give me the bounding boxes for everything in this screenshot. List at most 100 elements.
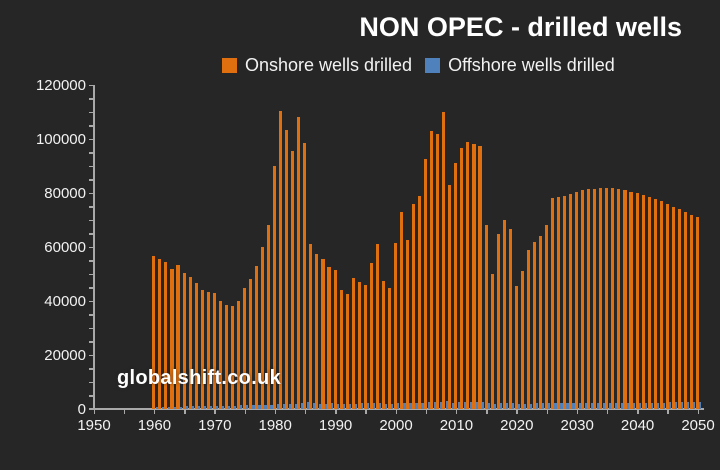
- y-axis-tick: [89, 381, 94, 383]
- bar-onshore-2037: [617, 188, 621, 409]
- bar-onshore-2050: [695, 217, 699, 409]
- bar-offshore-2037: [620, 402, 623, 409]
- bar-offshore-2028: [566, 402, 569, 409]
- bar-onshore-2003: [412, 203, 416, 409]
- bar-offshore-2009: [451, 402, 454, 409]
- bar-onshore-1983: [291, 151, 295, 409]
- bar-offshore-2041: [644, 402, 648, 409]
- bar-offshore-2032: [590, 402, 593, 409]
- bar-onshore-1990: [333, 269, 337, 409]
- bar-offshore-2022: [530, 403, 533, 409]
- bar-onshore-1989: [327, 267, 331, 409]
- bar-offshore-2026: [554, 403, 557, 409]
- y-axis-tick: [89, 408, 94, 410]
- bar-onshore-1962: [164, 261, 168, 409]
- bar-onshore-1970: [212, 292, 216, 409]
- bar-offshore-2021: [524, 403, 527, 409]
- bar-offshore-2017: [499, 403, 503, 409]
- bar-onshore-2007: [436, 133, 440, 409]
- x-axis-tick: [123, 409, 126, 414]
- x-axis-tick: [304, 409, 307, 414]
- y-axis-tick: [89, 138, 94, 140]
- bar-onshore-2000: [393, 242, 397, 409]
- bar-onshore-1969: [206, 291, 210, 409]
- bar-onshore-2014: [478, 145, 482, 409]
- bar-offshore-2043: [657, 402, 660, 409]
- bar-onshore-2031: [581, 190, 585, 409]
- bar-offshore-1997: [379, 402, 382, 409]
- bar-offshore-2014: [481, 401, 485, 409]
- bar-offshore-1974: [240, 405, 243, 409]
- bar-onshore-1979: [267, 225, 271, 409]
- x-axis-tick: [637, 409, 639, 414]
- bar-onshore-2025: [544, 225, 548, 409]
- x-axis-label: 2010: [439, 417, 474, 434]
- bar-onshore-1971: [218, 301, 222, 409]
- bar-offshore-2008: [445, 401, 448, 409]
- bar-onshore-2038: [623, 190, 627, 409]
- y-axis-tick: [89, 206, 94, 208]
- y-axis-tick: [89, 233, 94, 235]
- bar-onshore-2010: [454, 163, 458, 409]
- watermark: globalshift.co.uk: [117, 367, 281, 389]
- x-axis-tick: [546, 409, 548, 414]
- bar-onshore-1976: [248, 279, 253, 409]
- bar-offshore-2018: [506, 403, 509, 409]
- x-axis-tick: [395, 409, 397, 414]
- bar-onshore-1981: [279, 110, 283, 409]
- bar-onshore-1973: [230, 306, 234, 409]
- bar-onshore-2047: [677, 209, 681, 409]
- bar-offshore-2015: [487, 402, 491, 409]
- bar-onshore-2018: [502, 220, 506, 409]
- y-axis-tick: [89, 327, 94, 329]
- bar-onshore-1994: [357, 282, 361, 409]
- bar-offshore-1977: [258, 405, 261, 409]
- bar-onshore-2019: [508, 229, 512, 409]
- x-axis-label: 2050: [681, 417, 715, 434]
- bar-offshore-1986: [312, 403, 315, 409]
- y-axis-tick: [89, 165, 94, 167]
- bar-onshore-1982: [285, 129, 289, 409]
- chart-title: NON OPEC - drilled wells: [359, 12, 682, 42]
- bar-onshore-2033: [593, 188, 597, 409]
- bar-offshore-2029: [572, 402, 575, 409]
- bar-onshore-2012: [466, 141, 470, 409]
- bar-offshore-2006: [433, 401, 436, 409]
- bar-onshore-1998: [381, 280, 385, 409]
- bar-offshore-2042: [650, 402, 654, 409]
- legend-label-onshore: Onshore wells drilled: [245, 55, 413, 75]
- bar-offshore-2003: [415, 402, 418, 409]
- y-axis-tick: [89, 273, 94, 275]
- bar-offshore-2027: [560, 402, 563, 409]
- x-axis-tick: [184, 409, 186, 414]
- x-axis-tick: [486, 409, 488, 414]
- bar-offshore-1979: [270, 404, 273, 409]
- bar-offshore-1991: [342, 403, 346, 409]
- y-axis-label: 120000: [35, 77, 86, 94]
- bar-onshore-1988: [321, 259, 325, 409]
- bar-offshore-1982: [288, 403, 291, 409]
- bar-onshore-2043: [653, 198, 657, 409]
- bar-onshore-1972: [224, 305, 228, 409]
- bar-offshore-2010: [457, 402, 460, 409]
- bar-offshore-2004: [421, 402, 424, 409]
- bar-onshore-2017: [496, 233, 500, 409]
- y-axis-tick: [89, 84, 94, 86]
- y-axis-tick: [89, 246, 94, 248]
- y-axis-tick: [89, 192, 94, 194]
- x-axis-label: 2000: [379, 417, 413, 434]
- bar-offshore-2024: [542, 403, 545, 409]
- x-axis-label: 1960: [137, 417, 172, 434]
- bar-offshore-1984: [300, 402, 303, 409]
- x-axis-tick: [93, 409, 95, 414]
- y-axis-tick: [89, 260, 94, 262]
- bar-offshore-2050: [699, 402, 702, 409]
- bar-offshore-1962: [167, 406, 170, 409]
- bar-onshore-2045: [665, 203, 669, 409]
- y-axis-tick: [89, 287, 94, 289]
- y-axis-tick: [89, 354, 94, 356]
- bar-offshore-1988: [324, 403, 327, 409]
- bar-offshore-1971: [222, 405, 225, 409]
- bar-onshore-2048: [683, 211, 687, 409]
